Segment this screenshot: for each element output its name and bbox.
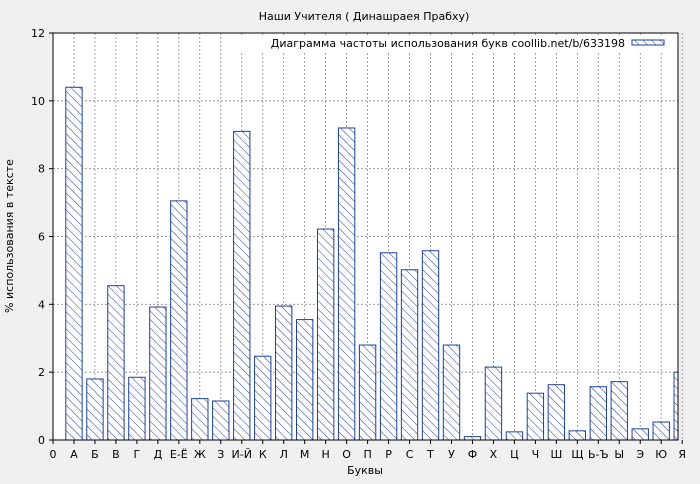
bar [442,344,461,441]
bar [652,421,670,441]
legend: Диаграмма частоты использования букв coo… [240,35,676,52]
x-tick-label: З [217,448,224,461]
x-tick-label: А [70,448,78,461]
chart-title: Наши Учителя ( Динашраея Прабху) [259,10,470,23]
x-tick-label: У [448,448,455,461]
bar [149,306,167,441]
bar [191,398,209,441]
y-axis-label: % использования в тексте [3,159,16,313]
bar [86,378,104,441]
bar [337,127,356,441]
bar [358,344,377,441]
bar [170,200,188,441]
plot-frame [52,32,679,441]
bars-group [65,86,679,441]
bar [128,376,146,441]
x-tick-label: Р [385,448,392,461]
y-tick-label: 0 [38,434,45,447]
y-tick-label: 2 [38,366,45,379]
bar [484,366,503,441]
x-tick-label: Т [426,448,434,461]
x-tick-label: Э [636,448,644,461]
x-tick-label: 0 [50,448,57,461]
bar [107,285,125,441]
x-axis-label: Буквы [347,464,383,477]
legend-swatch [631,39,665,46]
x-tick-label: Г [134,448,141,461]
x-tick-label: Ы [614,448,624,461]
bar [65,86,83,441]
bar [400,269,419,441]
bar [589,386,607,441]
x-tick-label: Ь-Ъ [588,448,609,461]
bar [631,428,649,441]
bar [610,381,628,441]
x-tick-label: И-Й [232,448,252,461]
x-axis-ticks: 0 А Б В Г Д Е-Ё Ж З И-Й К Л М Н О П Р С Т У Ф Х Ц Ч Ш Щ Ь-Ъ Ы Э Ю Я [50,440,686,461]
x-tick-label: К [259,448,267,461]
bar [233,130,251,441]
bar [379,252,398,441]
x-tick-label: Ш [550,448,562,461]
legend-background [240,35,676,52]
x-tick-label: С [406,448,414,461]
x-tick-label: М [300,448,310,461]
y-tick-label: 12 [31,27,45,40]
bar [275,305,293,441]
bar [212,400,230,441]
y-tick-label: 8 [38,163,45,176]
x-tick-label: Ю [655,448,667,461]
x-tick-label: Я [678,448,686,461]
y-tick-label: 4 [38,298,45,311]
x-tick-label: Ч [532,448,540,461]
bar [295,319,314,441]
x-tick-label: Л [280,448,288,461]
x-tick-label: Д [154,448,163,461]
x-tick-label: Ж [194,448,206,461]
bar [547,384,566,441]
bar [316,228,335,441]
bar [526,392,545,441]
legend-label: Диаграмма частоты использования букв coo… [271,37,625,50]
x-tick-label: Х [490,448,498,461]
y-tick-label: 6 [38,231,45,244]
x-tick-label: Б [91,448,99,461]
bar [673,371,679,441]
x-tick-label: Ф [468,448,477,461]
x-tick-label: О [342,448,351,461]
x-tick-label: П [363,448,371,461]
bar [421,250,440,441]
x-tick-label: Ц [510,448,519,461]
x-tick-label: В [112,448,120,461]
bar [568,430,587,441]
y-tick-label: 10 [31,95,45,108]
bar [505,431,524,441]
bar [463,436,482,441]
x-tick-label: Е-Ё [170,448,188,461]
y-axis-ticks: 0 2 4 6 8 10 12 [31,27,53,447]
x-tick-label: Н [322,448,330,461]
x-tick-label: Щ [571,448,583,461]
bar [254,355,272,441]
